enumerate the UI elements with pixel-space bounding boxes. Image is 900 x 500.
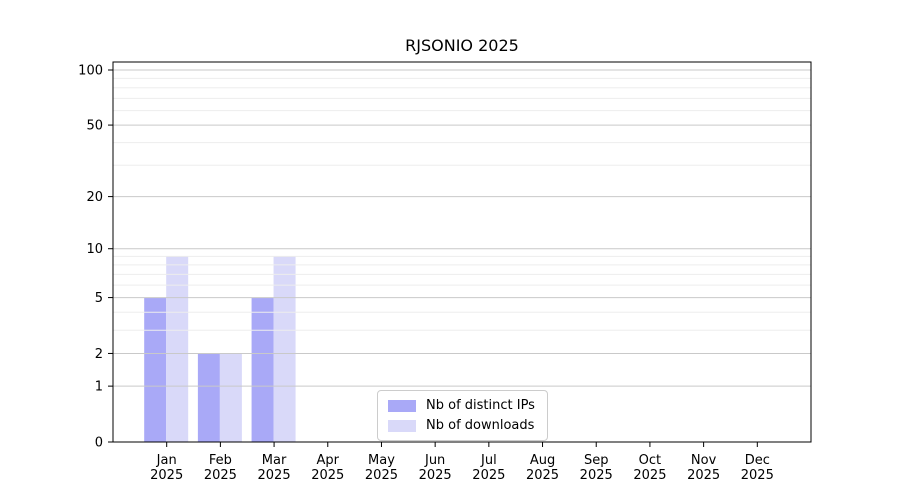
legend-item-downloads: Nb of downloads xyxy=(388,418,535,433)
chart-title: RJSONIO 2025 xyxy=(405,36,519,55)
x-tick-label-year: 2025 xyxy=(472,468,505,483)
legend-swatch-downloads xyxy=(388,419,416,432)
y-tick-label: 100 xyxy=(78,64,103,79)
x-tick-label-year: 2025 xyxy=(419,468,452,483)
x-tick-label-month: Apr xyxy=(317,453,340,468)
x-tick-label-year: 2025 xyxy=(526,468,559,483)
legend-item-distinct-ips: Nb of distinct IPs xyxy=(388,398,535,413)
x-tick-label-year: 2025 xyxy=(150,468,183,483)
x-tick-label-month: Mar xyxy=(262,453,287,468)
bar-jan-downloads xyxy=(166,256,189,442)
x-tick-label-year: 2025 xyxy=(687,468,720,483)
y-tick-label: 50 xyxy=(86,119,103,134)
x-tick-label-year: 2025 xyxy=(311,468,344,483)
x-tick-label-month: Jun xyxy=(424,453,445,468)
legend: Nb of distinct IPs Nb of downloads xyxy=(377,390,548,441)
x-tick-label-month: Jan xyxy=(156,453,177,468)
x-tick-label-year: 2025 xyxy=(633,468,666,483)
axes-box xyxy=(112,61,812,443)
x-tick-label-month: Oct xyxy=(639,453,661,468)
y-tick-label: 0 xyxy=(95,436,103,451)
x-tick-label-year: 2025 xyxy=(365,468,398,483)
x-tick-label-month: Jul xyxy=(480,453,497,468)
bar-mar-downloads xyxy=(273,256,296,442)
bar-mar-distinct-ips xyxy=(251,297,274,442)
x-tick-label-year: 2025 xyxy=(204,468,237,483)
x-tick-label-month: Aug xyxy=(530,453,555,468)
y-tick-label: 1 xyxy=(95,380,103,395)
bar-feb-downloads xyxy=(219,353,242,442)
x-tick-label-month: Dec xyxy=(745,453,770,468)
x-tick-label-month: Nov xyxy=(691,453,717,468)
y-tick-label: 20 xyxy=(86,190,103,205)
legend-label-distinct-ips: Nb of distinct IPs xyxy=(426,398,535,413)
x-tick-label-month: Feb xyxy=(209,453,232,468)
legend-swatch-distinct-ips xyxy=(388,399,416,412)
y-tick-label: 10 xyxy=(86,242,103,257)
x-tick-label-month: Sep xyxy=(584,453,609,468)
x-tick-label-year: 2025 xyxy=(258,468,291,483)
x-tick-label-year: 2025 xyxy=(580,468,613,483)
bar-jan-distinct-ips xyxy=(144,297,167,442)
bar-feb-distinct-ips xyxy=(197,353,220,442)
x-tick-label-year: 2025 xyxy=(741,468,774,483)
x-tick-label-month: May xyxy=(368,453,395,468)
y-tick-label: 5 xyxy=(95,291,103,306)
y-tick-label: 2 xyxy=(95,347,103,362)
legend-label-downloads: Nb of downloads xyxy=(426,418,535,433)
